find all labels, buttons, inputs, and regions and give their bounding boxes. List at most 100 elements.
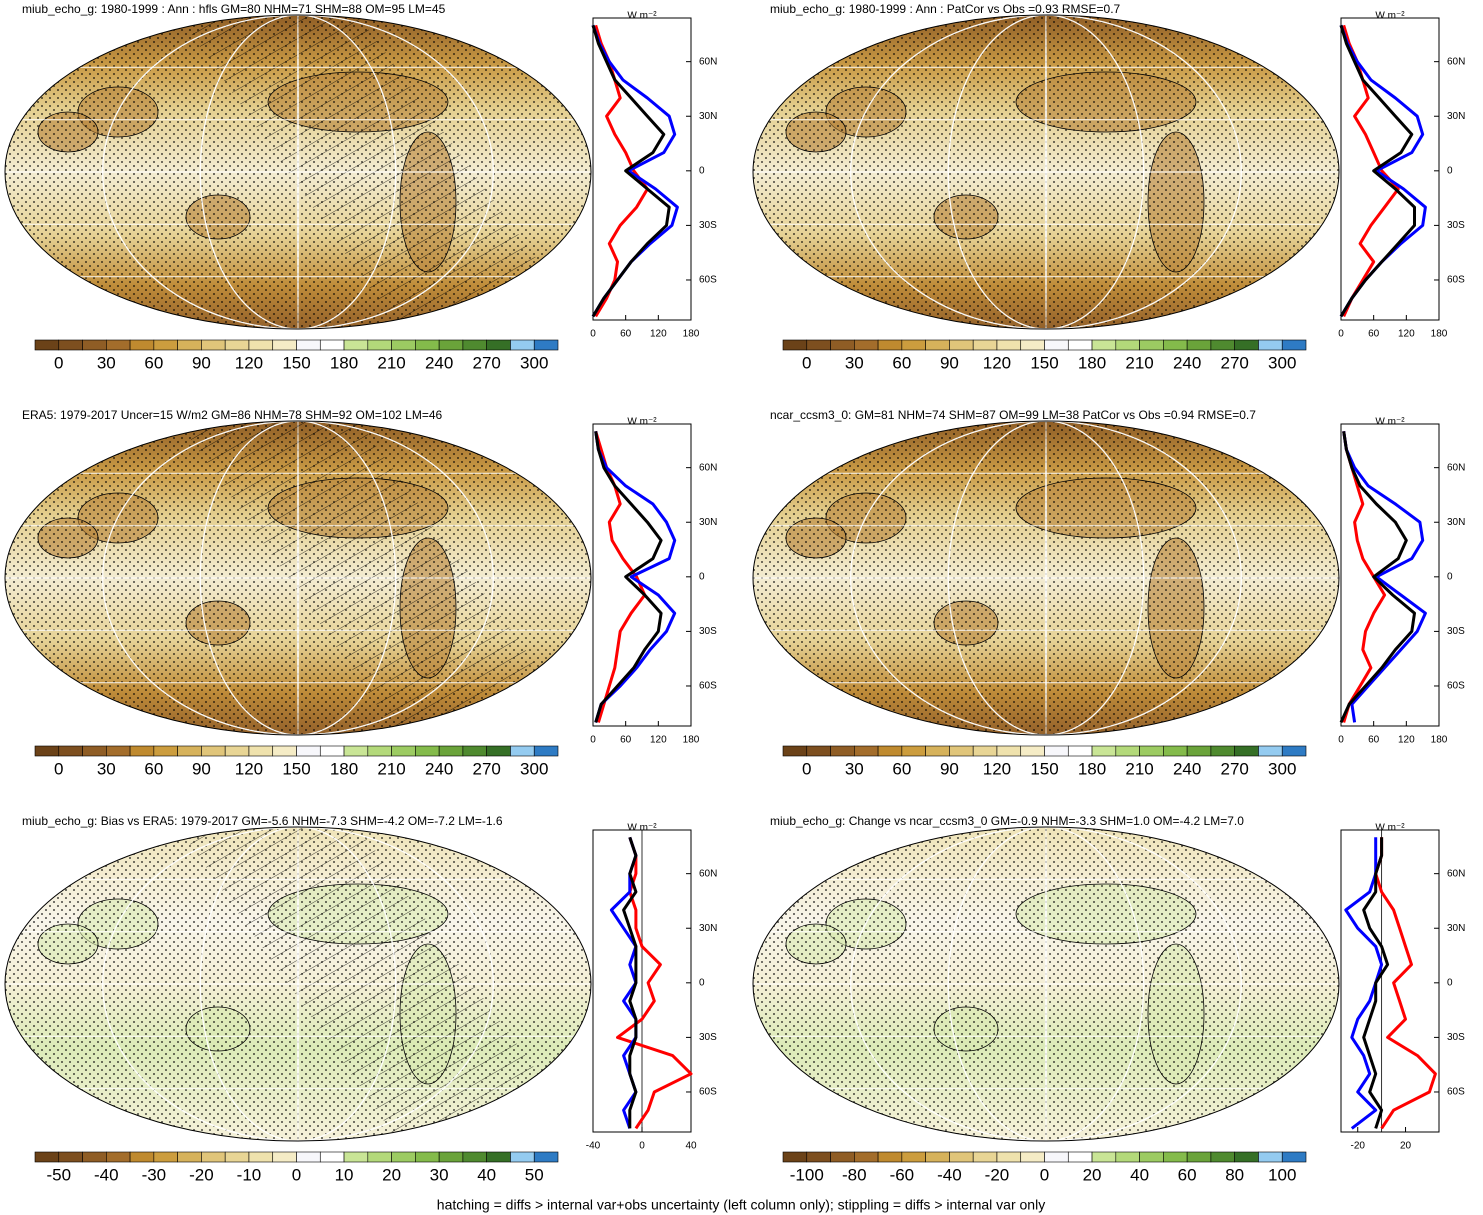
meridian [296, 15, 300, 329]
colorbar-box [1067, 1151, 1093, 1163]
colorbar-box [153, 1151, 178, 1163]
colorbar-box [343, 339, 369, 351]
colorbar-box [877, 1151, 903, 1163]
x-tick-label: 60 [1368, 329, 1380, 340]
meridian [1044, 827, 1048, 1141]
colorbar-label: 60 [892, 353, 911, 372]
unit-label: W m⁻² [627, 11, 657, 22]
y-tick-label: 30N [699, 111, 717, 122]
meridian [296, 827, 300, 1141]
y-tick-label: 0 [1447, 977, 1453, 988]
y-tick-label: 60S [1447, 681, 1465, 692]
zonal-line [1374, 837, 1437, 1130]
plot-frame [1340, 423, 1440, 727]
y-tick-label: 30N [699, 517, 717, 528]
map-border [752, 420, 1340, 736]
colorbar-label: 0 [1040, 1165, 1049, 1184]
colorbar-box [129, 745, 155, 757]
colorbar-box [248, 339, 274, 351]
colorbar-label: -100 [790, 1165, 824, 1184]
colorbar-box [1115, 1151, 1140, 1163]
colorbar-label: 120 [983, 759, 1011, 778]
colorbar-label: 0 [54, 353, 63, 372]
colorbar-box [925, 1151, 950, 1163]
colorbar-box [82, 1151, 107, 1163]
colorbar-box [1115, 339, 1140, 351]
colorbar-label: 270 [472, 353, 500, 372]
colorbar-label: 20 [382, 1165, 401, 1184]
colorbar-box [1186, 745, 1212, 757]
colorbar-label: 40 [477, 1165, 496, 1184]
colorbar-box [296, 339, 321, 351]
y-tick-label: 30S [699, 220, 717, 231]
colorbar-label: -50 [46, 1165, 71, 1184]
colorbar-box [1067, 745, 1093, 757]
colorbar-box [201, 1151, 226, 1163]
y-tick-label: 30S [1447, 626, 1465, 637]
colorbar-box [1044, 339, 1069, 351]
y-tick-label: 30N [699, 923, 717, 934]
colorbar-box [1139, 1151, 1164, 1163]
y-tick-label: 60N [699, 462, 717, 473]
colorbar-label: 30 [97, 759, 116, 778]
colorbar-label: 270 [1220, 353, 1248, 372]
y-tick-label: 0 [1447, 165, 1453, 176]
x-tick-label: 40 [685, 1141, 697, 1152]
panel-title: miub_echo_g: 1980-1999 : Ann : hfls GM=8… [22, 2, 446, 16]
colorbar-label: 80 [1225, 1165, 1244, 1184]
unit-label: W m⁻² [627, 417, 657, 428]
colorbar-label: 30 [430, 1165, 449, 1184]
y-tick-label: 60N [1447, 56, 1465, 67]
colorbar-box [1044, 1151, 1069, 1163]
colorbar-box [510, 1151, 535, 1163]
y-tick-label: 30N [1447, 111, 1465, 122]
colorbar-box [972, 745, 998, 757]
meridian [947, 421, 1145, 735]
colorbar-box [782, 1151, 808, 1163]
colorbar-label: -60 [890, 1165, 915, 1184]
y-tick-label: 60N [1447, 868, 1465, 879]
colorbar-box [901, 745, 926, 757]
colorbar-label: 0 [802, 759, 811, 778]
x-tick-label: 180 [683, 329, 700, 340]
colorbar-box [343, 1151, 369, 1163]
colorbar-box [34, 745, 60, 757]
colorbar-box [415, 1151, 440, 1163]
colorbar-label: 180 [330, 759, 358, 778]
colorbar-box [367, 339, 392, 351]
meridian [102, 15, 494, 329]
colorbar-box [82, 339, 107, 351]
colorbar-box [830, 339, 855, 351]
x-tick-label: 60 [1368, 735, 1380, 746]
colorbar-box [106, 745, 131, 757]
colorbar-box [949, 1151, 974, 1163]
map-border [4, 420, 592, 736]
plot-frame [1340, 829, 1440, 1133]
x-tick-label: 180 [683, 735, 700, 746]
colorbar-box [901, 1151, 926, 1163]
colorbar-box [319, 1151, 345, 1163]
colorbar-label: 300 [520, 759, 548, 778]
x-tick-label: 0 [639, 1141, 645, 1152]
colorbar-label: 60 [892, 759, 911, 778]
colorbar-label: 0 [292, 1165, 301, 1184]
plot-frame [592, 17, 692, 321]
colorbar-box [224, 745, 250, 757]
meridian [102, 827, 494, 1141]
colorbar-label: 30 [845, 353, 864, 372]
colorbar-label: -40 [94, 1165, 119, 1184]
y-tick-label: 60S [699, 681, 717, 692]
colorbar-box [296, 745, 321, 757]
meridian [850, 15, 1242, 329]
meridian [947, 15, 1145, 329]
x-tick-label: 20 [1400, 1141, 1412, 1152]
plot-frame [1340, 17, 1440, 321]
x-tick-label: -20 [1351, 1141, 1366, 1152]
zonal-line [591, 24, 671, 318]
colorbar-label: 180 [330, 353, 358, 372]
y-tick-label: 60S [1447, 275, 1465, 286]
colorbar-box [106, 1151, 131, 1163]
colorbar-label: 30 [97, 353, 116, 372]
colorbar-label: 180 [1078, 759, 1106, 778]
colorbar-box [462, 339, 487, 351]
